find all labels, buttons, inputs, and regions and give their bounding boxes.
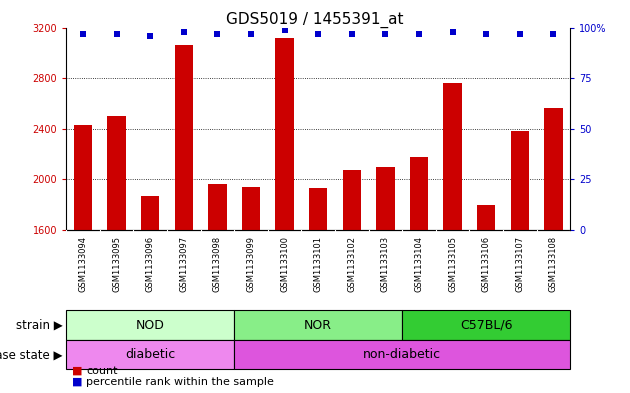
Point <box>246 30 256 37</box>
Text: count: count <box>86 366 118 376</box>
Text: NOR: NOR <box>304 319 332 332</box>
Text: GSM1133103: GSM1133103 <box>381 236 390 292</box>
Text: strain ▶: strain ▶ <box>16 319 63 332</box>
Text: GSM1133108: GSM1133108 <box>549 236 558 292</box>
Bar <box>175 45 193 230</box>
Point <box>515 30 525 37</box>
Bar <box>376 167 394 230</box>
Point <box>381 30 391 37</box>
Text: GSM1133107: GSM1133107 <box>515 236 524 292</box>
Point <box>179 28 189 35</box>
Bar <box>402 310 570 340</box>
Bar <box>544 108 563 230</box>
Point <box>280 26 290 33</box>
Text: GSM1133095: GSM1133095 <box>112 236 121 292</box>
Bar <box>66 310 234 340</box>
Text: ■: ■ <box>72 377 83 387</box>
Bar <box>477 205 495 230</box>
Point <box>313 30 323 37</box>
Bar <box>309 188 328 230</box>
Point <box>112 30 122 37</box>
Bar <box>444 83 462 230</box>
Point <box>548 30 558 37</box>
Text: GSM1133104: GSM1133104 <box>415 236 423 292</box>
Bar <box>234 340 570 369</box>
Text: GSM1133102: GSM1133102 <box>347 236 356 292</box>
Text: GDS5019 / 1455391_at: GDS5019 / 1455391_at <box>226 12 404 28</box>
Text: GSM1133094: GSM1133094 <box>79 236 88 292</box>
Point <box>346 30 357 37</box>
Text: GSM1133098: GSM1133098 <box>213 236 222 292</box>
Point <box>481 30 491 37</box>
Bar <box>66 340 234 369</box>
Point <box>447 28 457 35</box>
Bar <box>107 116 126 230</box>
Text: percentile rank within the sample: percentile rank within the sample <box>86 377 274 387</box>
Bar <box>74 125 92 230</box>
Point <box>212 30 222 37</box>
Text: GSM1133099: GSM1133099 <box>246 236 255 292</box>
Text: GSM1133100: GSM1133100 <box>280 236 289 292</box>
Text: C57BL/6: C57BL/6 <box>460 319 512 332</box>
Bar <box>275 38 294 230</box>
Text: GSM1133106: GSM1133106 <box>482 236 491 292</box>
Bar <box>234 310 402 340</box>
Text: GSM1133105: GSM1133105 <box>448 236 457 292</box>
Text: diabetic: diabetic <box>125 348 175 361</box>
Bar <box>510 131 529 230</box>
Text: non-diabetic: non-diabetic <box>363 348 441 361</box>
Bar <box>343 171 361 230</box>
Text: GSM1133096: GSM1133096 <box>146 236 154 292</box>
Text: disease state ▶: disease state ▶ <box>0 348 63 361</box>
Bar <box>208 184 227 230</box>
Text: NOD: NOD <box>135 319 164 332</box>
Bar <box>141 196 159 230</box>
Bar <box>410 156 428 230</box>
Text: GSM1133101: GSM1133101 <box>314 236 323 292</box>
Point <box>145 33 155 39</box>
Text: ■: ■ <box>72 366 83 376</box>
Bar <box>242 187 260 230</box>
Text: GSM1133097: GSM1133097 <box>180 236 188 292</box>
Point <box>414 30 424 37</box>
Point <box>78 30 88 37</box>
